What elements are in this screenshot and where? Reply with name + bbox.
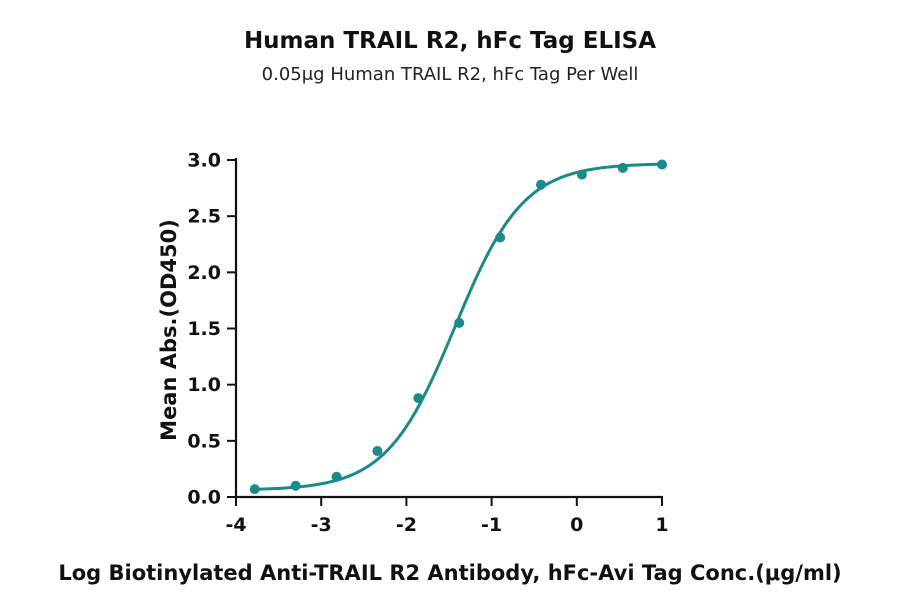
x-tick-label: -1	[481, 514, 502, 536]
data-point	[413, 393, 424, 404]
data-points-layer	[249, 159, 667, 495]
y-tick-label: 3.0	[187, 150, 221, 172]
y-axis-label: Mean Abs.(OD450)	[157, 219, 181, 441]
data-point	[454, 317, 465, 328]
data-point	[536, 179, 547, 190]
data-point	[495, 232, 506, 243]
data-point	[249, 484, 260, 495]
chart-subtitle: 0.05μg Human TRAIL R2, hFc Tag Per Well	[261, 64, 639, 85]
data-point	[372, 445, 383, 456]
y-tick-label: 2.5	[187, 206, 221, 228]
data-point	[290, 480, 301, 491]
data-point	[657, 159, 667, 170]
data-point	[617, 162, 628, 173]
x-axis-label: Log Biotinylated Anti-TRAIL R2 Antibody,…	[58, 561, 841, 585]
x-tick-label: -2	[396, 514, 417, 536]
y-tick-label: 2.0	[187, 262, 221, 284]
axes: 0.0 0.5 1.0 1.5 2.0 2.5 3.0 -4 -3 -2 -1 0 1	[187, 150, 668, 537]
data-point	[331, 471, 342, 482]
x-tick-label: -3	[311, 514, 332, 536]
x-tick-label: 0	[570, 514, 583, 536]
y-tick-label: 0.0	[187, 487, 221, 509]
data-point	[576, 169, 587, 180]
y-tick-label: 1.5	[187, 318, 221, 340]
y-tick-label: 0.5	[187, 430, 221, 452]
x-tick-label: -4	[225, 514, 246, 536]
y-tick-label: 1.0	[187, 374, 221, 396]
x-tick-label: 1	[655, 514, 668, 536]
chart-title: Human TRAIL R2, hFc Tag ELISA	[243, 28, 657, 54]
